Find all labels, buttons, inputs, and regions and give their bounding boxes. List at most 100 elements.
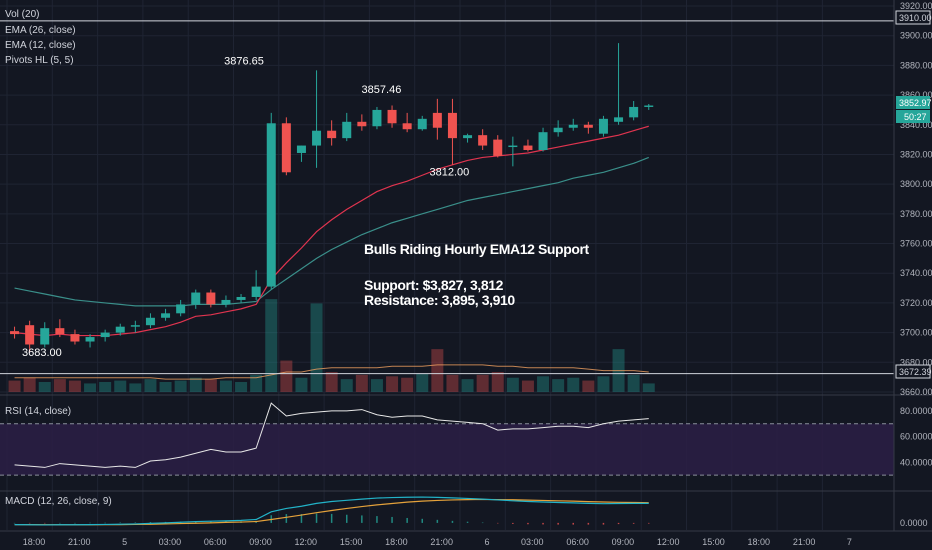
volume-bar — [642, 383, 655, 392]
macd-pane — [13, 496, 650, 526]
macd-histogram-bar — [346, 514, 348, 523]
macd-histogram-bar — [406, 517, 408, 523]
macd-histogram-bar — [572, 522, 574, 525]
price-tick-label: 3720.00 — [900, 298, 932, 308]
legend-rsi[interactable]: RSI (14, close) — [5, 406, 71, 417]
macd-histogram-bar — [149, 522, 152, 523]
time-tick-label: 03:00 — [521, 537, 544, 547]
candle-body — [115, 326, 125, 333]
macd-histogram-bar — [451, 520, 454, 523]
candle-body — [538, 132, 548, 151]
volume-bar — [370, 379, 383, 392]
candle-body — [266, 123, 276, 287]
macd-histogram-bar — [361, 515, 363, 523]
rsi-pane — [14, 402, 649, 468]
price-tick-label: 3740.00 — [900, 268, 932, 278]
macd-histogram-bar — [497, 522, 499, 524]
tag-countdown: 50:27 — [904, 112, 927, 122]
pivot-labels: 3876.65 3857.46 3812.00 3683.00 — [22, 55, 469, 358]
rsi-tick-label: 60.0000 — [900, 432, 932, 442]
volume-bar — [280, 360, 293, 392]
time-axis[interactable]: 18:00 21:00 5 03:00 06:00 09:00 12:00 15:00 18:0… — [23, 537, 852, 547]
volume-bar — [84, 383, 97, 392]
candle-body — [357, 121, 367, 127]
pane-separators[interactable] — [0, 0, 932, 532]
pivot-label: 3876.65 — [224, 55, 264, 67]
macd-histogram-bar — [89, 522, 91, 524]
time-tick-label: 6 — [484, 537, 489, 547]
annotation-resistance: Resistance: 3,895, 3,910 — [364, 292, 515, 308]
candle-body — [493, 139, 503, 156]
volume-bar — [310, 303, 323, 392]
legend-vol[interactable]: Vol (20) — [5, 9, 39, 20]
candle-body — [644, 105, 654, 107]
candle-body — [145, 317, 155, 326]
candle-body — [553, 127, 563, 133]
tag-current-bg — [896, 96, 930, 109]
volume-bar — [446, 374, 459, 392]
macd-histogram-bar — [648, 522, 650, 524]
price-tick-label: 3800.00 — [900, 179, 932, 189]
time-tick-label: 15:00 — [702, 537, 725, 547]
volume-bar — [265, 299, 278, 392]
volume-bar — [204, 379, 217, 392]
candle-body — [463, 135, 473, 139]
volume-bar — [416, 373, 429, 392]
candle-body — [191, 292, 201, 305]
volume-bar — [401, 377, 414, 392]
volume-bar — [159, 382, 172, 392]
tag-current-price: 3852.97 — [899, 98, 932, 108]
chart-annotation[interactable]: Bulls Riding Hourly EMA12 Support Suppor… — [364, 241, 590, 308]
volume-bar — [68, 380, 81, 392]
candle-body — [251, 286, 261, 297]
volume-bar — [597, 376, 610, 392]
rsi-tick-label: 40.0000 — [900, 457, 932, 467]
candle-body — [25, 325, 35, 345]
macd-histogram-bar — [557, 522, 559, 525]
candle-body — [523, 145, 533, 151]
horizontal-lines[interactable] — [0, 20, 894, 375]
legend-ema26[interactable]: EMA (26, close) — [5, 25, 76, 36]
candle-body — [176, 304, 186, 314]
macd-tick-label: 0.0000 — [900, 518, 928, 528]
candle-body — [432, 112, 442, 128]
volume-bar — [144, 379, 157, 392]
price-tick-label: 3880.00 — [900, 60, 932, 70]
time-tick-label: 21:00 — [793, 537, 816, 547]
volume-bar — [8, 380, 21, 392]
time-tick-label: 03:00 — [159, 537, 182, 547]
macd-histogram-bar — [28, 522, 31, 524]
candle-body — [281, 123, 291, 173]
rsi-line — [14, 402, 649, 468]
candle-body — [40, 328, 50, 345]
volume-bar — [38, 382, 51, 392]
legend-macd[interactable]: MACD (12, 26, close, 9) — [5, 496, 112, 507]
volume-bar — [250, 374, 263, 392]
pivot-label: 3812.00 — [430, 166, 470, 178]
legend-ema12[interactable]: EMA (12, close) — [5, 40, 76, 51]
time-tick-label: 12:00 — [657, 537, 680, 547]
legend-pivots[interactable]: Pivots HL (5, 5) — [5, 55, 74, 66]
candle-body — [342, 121, 352, 139]
price-axis[interactable]: 3660.00 3680.00 3700.00 3720.00 3740.00 3760.… — [900, 1, 932, 528]
volume-bar — [521, 380, 534, 392]
macd-histogram-bar — [391, 516, 393, 523]
rsi-band — [0, 423, 894, 476]
candle-body — [221, 299, 231, 305]
macd-histogram-bar — [481, 522, 484, 524]
rsi-band-fill — [0, 423, 894, 476]
volume-bar — [567, 377, 580, 392]
volume-bar — [23, 377, 36, 392]
tag-countdown-bg — [896, 110, 930, 123]
price-tick-label: 3700.00 — [900, 328, 932, 338]
macd-histogram-bar — [134, 522, 137, 523]
candle-body — [85, 337, 95, 342]
volume-bar — [582, 380, 595, 392]
macd-histogram-bar — [617, 522, 620, 525]
macd-histogram-bar — [330, 513, 333, 523]
candle-body — [417, 118, 427, 130]
volume-bar — [476, 374, 489, 392]
candle-body — [312, 130, 322, 146]
tag-3672: 3672.39 — [899, 367, 932, 377]
